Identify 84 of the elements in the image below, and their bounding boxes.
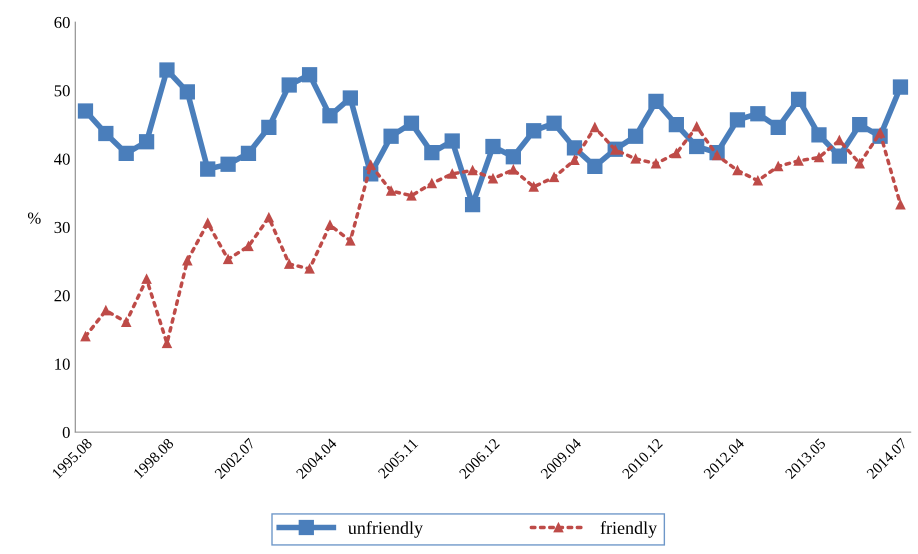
point (811, 127, 827, 143)
y-tick-label: 40 (54, 154, 70, 165)
point (240, 146, 256, 161)
point (98, 126, 114, 142)
point (121, 317, 132, 327)
point (671, 148, 682, 158)
y-axis-title: % (28, 212, 41, 224)
point (651, 158, 661, 168)
point (790, 92, 806, 108)
point (546, 116, 562, 131)
point (202, 218, 213, 228)
y-tick-label: 30 (54, 222, 70, 234)
point (426, 178, 437, 188)
point (488, 174, 498, 184)
point (447, 168, 458, 179)
point (302, 67, 318, 82)
point (834, 136, 844, 146)
point (549, 172, 559, 182)
point (814, 152, 824, 162)
point (200, 161, 216, 177)
point (648, 94, 664, 110)
point (464, 196, 480, 212)
point (383, 128, 399, 144)
point (322, 108, 338, 124)
point (138, 134, 154, 150)
point (854, 158, 865, 168)
legend-label: friendly (600, 521, 658, 538)
y-tick-label: 10 (55, 358, 70, 370)
point (325, 220, 335, 230)
point (526, 123, 542, 138)
y-tick-label: 50 (54, 85, 70, 96)
point (142, 274, 152, 284)
y-tick-label: 60 (54, 16, 70, 28)
point (732, 166, 742, 176)
point (118, 146, 134, 161)
point (424, 145, 440, 160)
legend-label: unfriendly (348, 521, 423, 538)
point (282, 77, 297, 93)
point (628, 128, 644, 144)
point (345, 236, 356, 246)
point (832, 148, 847, 164)
point (750, 106, 766, 122)
point (528, 182, 539, 192)
point (506, 149, 521, 164)
point (566, 140, 582, 156)
point (386, 186, 396, 196)
point (892, 79, 908, 95)
point (284, 259, 294, 269)
point (78, 103, 94, 119)
point (668, 117, 684, 132)
point (180, 84, 195, 100)
point (264, 212, 274, 222)
point (366, 160, 376, 170)
point (692, 122, 702, 132)
point (404, 116, 420, 131)
y-tick-label: 20 (54, 290, 70, 302)
y-tick-label: 0 (62, 426, 70, 438)
point (752, 176, 763, 186)
point (508, 164, 518, 175)
point (485, 138, 501, 154)
point (630, 154, 640, 164)
point (182, 256, 192, 266)
point (261, 120, 276, 136)
point (730, 112, 746, 128)
point (342, 90, 358, 106)
point (100, 306, 111, 316)
point (896, 200, 906, 210)
point (244, 241, 254, 252)
point (406, 190, 416, 201)
point (468, 166, 478, 176)
point (570, 155, 580, 166)
point (590, 122, 600, 132)
point (80, 332, 90, 342)
point (852, 117, 868, 132)
point (223, 254, 233, 264)
point (770, 120, 786, 136)
point (587, 158, 602, 174)
point (773, 161, 784, 172)
point (304, 264, 314, 274)
point (159, 62, 175, 78)
point (444, 133, 460, 149)
point (794, 156, 804, 166)
point (689, 138, 704, 154)
point (220, 156, 236, 172)
